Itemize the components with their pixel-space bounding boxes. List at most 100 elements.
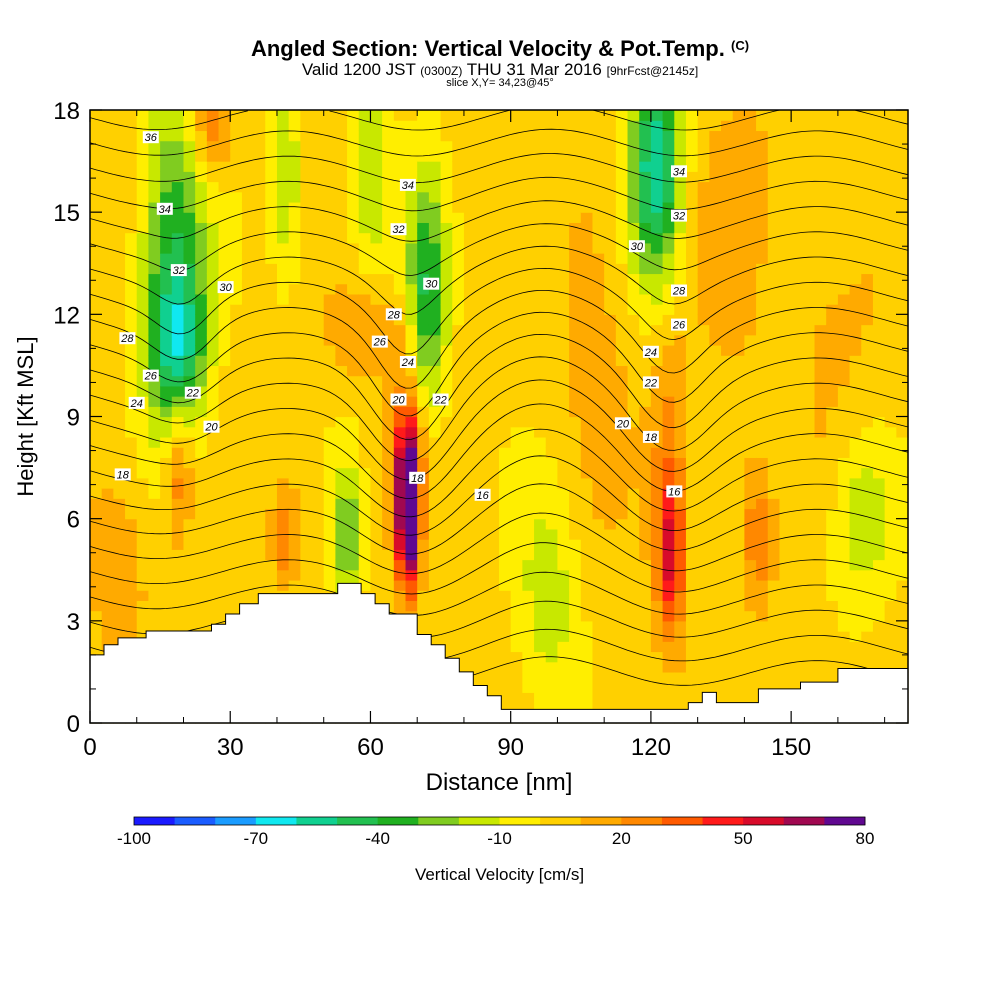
velocity-cell — [592, 161, 605, 172]
velocity-cell — [744, 579, 757, 591]
velocity-cell — [522, 406, 535, 418]
velocity-cell — [580, 283, 594, 295]
velocity-cell — [592, 201, 605, 213]
velocity-cell — [393, 436, 407, 448]
velocity-cell — [674, 447, 687, 458]
velocity-cell — [709, 324, 722, 336]
isentrope-label-bg — [390, 393, 407, 406]
velocity-cell — [160, 385, 173, 397]
velocity-cell — [417, 385, 430, 397]
velocity-cell — [265, 314, 278, 326]
velocity-cell — [218, 314, 231, 326]
velocity-cell — [276, 242, 290, 254]
velocity-cell — [569, 671, 582, 683]
velocity-cell — [358, 334, 372, 346]
velocity-cell — [125, 304, 138, 315]
velocity-cell — [545, 447, 559, 458]
velocity-cell — [627, 232, 640, 244]
velocity-cell — [534, 579, 547, 591]
velocity-cell — [393, 375, 407, 387]
velocity-cell — [148, 222, 161, 234]
velocity-cell — [545, 590, 559, 601]
velocity-cell — [136, 355, 150, 367]
velocity-cell — [405, 293, 418, 305]
velocity-cell — [685, 457, 699, 469]
velocity-cell — [674, 242, 687, 254]
velocity-cell — [358, 120, 372, 132]
isentrope-label: 22 — [642, 376, 659, 389]
velocity-cell — [814, 355, 827, 367]
velocity-cell — [837, 253, 851, 264]
velocity-cell — [125, 242, 138, 254]
terrain-mask — [89, 582, 909, 724]
isentrope-label-text: 28 — [120, 333, 134, 345]
velocity-cell — [148, 416, 161, 428]
velocity-cell — [241, 304, 255, 315]
velocity-cell — [615, 702, 629, 714]
velocity-cell — [487, 416, 500, 428]
isentrope-label-text: 30 — [631, 241, 644, 253]
velocity-cell — [744, 508, 757, 520]
velocity-cell — [650, 651, 664, 663]
velocity-cell — [253, 130, 266, 142]
velocity-cell — [604, 222, 617, 234]
velocity-cell — [160, 426, 173, 438]
colorbar-title: Vertical Velocity [cm/s] — [415, 865, 584, 884]
velocity-cell — [732, 120, 745, 132]
velocity-cell — [499, 232, 512, 244]
velocity-cell — [230, 140, 243, 152]
velocity-cell — [545, 610, 559, 622]
velocity-cell — [171, 620, 185, 632]
velocity-cell — [265, 130, 278, 142]
velocity-cell — [580, 457, 594, 469]
velocity-cell — [615, 457, 629, 469]
velocity-cell — [580, 130, 594, 142]
isentrope-label-text: 16 — [476, 490, 489, 502]
isentrope-label-text: 20 — [204, 422, 218, 434]
velocity-cell — [884, 528, 897, 540]
velocity-cell — [592, 150, 605, 162]
velocity-cell — [744, 120, 757, 132]
velocity-cell — [662, 334, 675, 346]
velocity-cell — [615, 671, 629, 683]
velocity-cell — [791, 416, 804, 428]
velocity-cell — [814, 651, 827, 663]
velocity-cell — [756, 344, 769, 356]
velocity-cell — [440, 273, 453, 285]
velocity-cell — [522, 355, 535, 367]
velocity-cell — [569, 314, 582, 326]
velocity-cell — [872, 396, 886, 407]
isentrope-label-bg — [642, 376, 659, 389]
velocity-cell — [534, 283, 547, 295]
velocity-cell — [896, 416, 909, 428]
velocity-cell — [779, 396, 792, 407]
velocity-cell — [872, 488, 886, 499]
velocity-cell — [802, 365, 816, 377]
velocity-cell — [826, 620, 839, 632]
velocity-cell — [183, 590, 196, 601]
velocity-cell — [230, 232, 243, 244]
chart-subtitle: Valid 1200 JST (0300Z) THU 31 Mar 2016 [… — [301, 60, 699, 79]
velocity-cell — [767, 150, 781, 162]
velocity-cell — [510, 467, 523, 479]
velocity-cell — [744, 406, 757, 418]
velocity-cell — [195, 130, 208, 142]
velocity-cell — [253, 549, 266, 561]
velocity-cell — [685, 641, 699, 653]
velocity-cell — [487, 293, 500, 305]
velocity-cell — [650, 314, 664, 326]
velocity-cell — [814, 426, 827, 438]
velocity-cell — [896, 110, 909, 121]
velocity-cell — [802, 273, 816, 285]
velocity-cell — [814, 304, 827, 315]
velocity-cell — [662, 304, 675, 315]
velocity-cell — [580, 232, 594, 244]
velocity-cell — [347, 120, 360, 132]
velocity-cell — [253, 212, 266, 223]
velocity-cell — [452, 549, 465, 561]
velocity-cell — [358, 539, 372, 550]
velocity-cell — [545, 201, 559, 213]
velocity-cell — [241, 334, 255, 346]
velocity-cell — [405, 120, 418, 132]
velocity-cell — [125, 314, 138, 326]
